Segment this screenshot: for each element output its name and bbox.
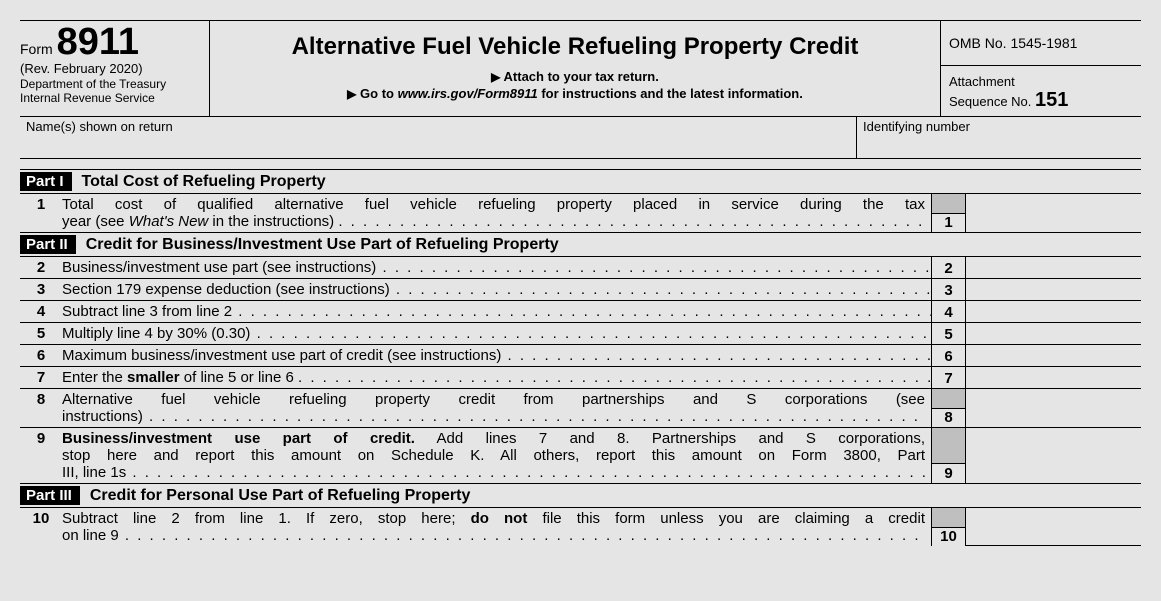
line-10-text-b: do not (471, 510, 528, 527)
line-9-text-a: Business/investment use part of credit. (62, 430, 415, 447)
form-number: 8911 (57, 25, 139, 59)
line-10-numcol: 10 (931, 508, 966, 546)
header-right: OMB No. 1545-1981 Attachment Sequence No… (941, 21, 1141, 116)
line-1: 1 Total cost of qualified alternative fu… (20, 194, 1141, 233)
subtitle-link: www.irs.gov/Form8911 (398, 86, 538, 101)
line-8-box-label: 8 (944, 409, 952, 426)
line-9-text-d: III, line 1s (62, 464, 925, 481)
line-1-box-label: 1 (944, 214, 952, 231)
line-1-text-d: in the instructions) (208, 213, 334, 230)
line-9-number: 9 (20, 428, 62, 483)
line-10-text-a: Subtract line 2 from line 1. If zero, st… (62, 510, 471, 527)
line-8-numcol: 8 (931, 389, 966, 427)
line-7-text-a: Enter the (62, 369, 127, 386)
line-5-numcol: 5 (931, 323, 966, 344)
names-shown-label: Name(s) shown on return (20, 117, 856, 158)
line-2-numcol: 2 (931, 257, 966, 278)
line-7: 7 Enter the smaller of line 5 or line 6 … (20, 367, 1141, 389)
line-6-text: Maximum business/investment use part of … (62, 345, 931, 366)
form-revision: (Rev. February 2020) (20, 61, 203, 76)
subtitle-attach: Attach to your tax return. (504, 69, 659, 84)
sequence-number: 151 (1035, 89, 1068, 111)
line-3: 3 Section 179 expense deduction (see ins… (20, 279, 1141, 301)
line-10-value[interactable] (966, 508, 1141, 546)
line-8-text-b: instructions) (62, 408, 925, 425)
attachment-label-a: Attachment (949, 74, 1015, 89)
line-9-text-c: stop here and report this amount on Sche… (62, 447, 925, 464)
line-5-number: 5 (20, 323, 62, 344)
line-9-value[interactable] (966, 428, 1141, 483)
line-7-text-b: smaller (127, 369, 180, 386)
line-4-text: Subtract line 3 from line 2 (62, 301, 931, 322)
header-center: Alternative Fuel Vehicle Refueling Prope… (210, 21, 941, 116)
line-2-number: 2 (20, 257, 62, 278)
line-4: 4 Subtract line 3 from line 2 4 (20, 301, 1141, 323)
part-2-badge: Part II (20, 235, 76, 254)
line-3-text: Section 179 expense deduction (see instr… (62, 279, 931, 300)
header-left: Form 8911 (Rev. February 2020) Departmen… (20, 21, 210, 116)
subtitle-goto-b: for instructions and the latest informat… (538, 86, 803, 101)
line-7-number: 7 (20, 367, 62, 388)
line-5-text: Multiply line 4 by 30% (0.30) (62, 323, 931, 344)
line-4-value[interactable] (966, 301, 1141, 322)
arrow-icon: ▶ (347, 87, 356, 101)
line-6-numcol: 6 (931, 345, 966, 366)
line-7-value[interactable] (966, 367, 1141, 388)
line-10-box-label: 10 (940, 528, 957, 545)
line-10-text-d: on line 9 (62, 527, 925, 544)
omb-number: OMB No. 1545-1981 (941, 21, 1141, 66)
line-8-value[interactable] (966, 389, 1141, 427)
line-9-box-label: 9 (944, 465, 952, 482)
part-1-header: Part I Total Cost of Refueling Property (20, 169, 1141, 194)
attachment-label-b: Sequence No. (949, 94, 1035, 109)
form-service: Internal Revenue Service (20, 91, 155, 105)
line-1-text-a: Total cost of qualified alternative fuel… (62, 196, 925, 213)
line-7-numcol: 7 (931, 367, 966, 388)
line-6: 6 Maximum business/investment use part o… (20, 345, 1141, 367)
line-6-value[interactable] (966, 345, 1141, 366)
arrow-icon: ▶ (491, 70, 500, 84)
line-1-numcol: 1 (931, 194, 966, 232)
line-8-number: 8 (20, 389, 62, 427)
line-6-number: 6 (20, 345, 62, 366)
form-header: Form 8911 (Rev. February 2020) Departmen… (20, 20, 1141, 117)
part-2-header: Part II Credit for Business/Investment U… (20, 233, 1141, 257)
line-2-value[interactable] (966, 257, 1141, 278)
form-title: Alternative Fuel Vehicle Refueling Prope… (220, 33, 930, 61)
line-2-text: Business/investment use part (see instru… (62, 257, 931, 278)
line-4-numcol: 4 (931, 301, 966, 322)
identifying-number-label: Identifying number (856, 117, 1141, 158)
line-7-text-c: of line 5 or line 6 (180, 369, 294, 386)
line-5: 5 Multiply line 4 by 30% (0.30) 5 (20, 323, 1141, 345)
line-1-number: 1 (20, 194, 62, 232)
part-2-title: Credit for Business/Investment Use Part … (86, 236, 559, 254)
part-3-title: Credit for Personal Use Part of Refuelin… (90, 487, 471, 505)
line-1-text-c: What's New (129, 213, 209, 230)
line-4-number: 4 (20, 301, 62, 322)
line-2: 2 Business/investment use part (see inst… (20, 257, 1141, 279)
form-department: Department of the Treasury (20, 77, 166, 91)
part-3-badge: Part III (20, 486, 80, 505)
subtitle-goto-a: Go to (360, 86, 398, 101)
part-1-title: Total Cost of Refueling Property (82, 173, 326, 191)
line-3-number: 3 (20, 279, 62, 300)
line-8: 8 Alternative fuel vehicle refueling pro… (20, 389, 1141, 428)
line-5-value[interactable] (966, 323, 1141, 344)
line-8-text-a: Alternative fuel vehicle refueling prope… (62, 391, 925, 408)
form-8911: Form 8911 (Rev. February 2020) Departmen… (20, 20, 1141, 546)
form-word: Form (20, 41, 53, 57)
line-10-text-c: file this form unless you are claiming a… (527, 510, 925, 527)
line-9: 9 Business/investment use part of credit… (20, 428, 1141, 484)
line-3-numcol: 3 (931, 279, 966, 300)
line-10: 10 Subtract line 2 from line 1. If zero,… (20, 508, 1141, 546)
line-10-number: 10 (20, 508, 62, 546)
line-9-numcol: 9 (931, 428, 966, 483)
line-1-value[interactable] (966, 194, 1141, 232)
part-1-badge: Part I (20, 172, 72, 191)
line-1-text-b: year (see (62, 213, 129, 230)
name-id-row: Name(s) shown on return Identifying numb… (20, 117, 1141, 159)
part-3-header: Part III Credit for Personal Use Part of… (20, 484, 1141, 508)
line-3-value[interactable] (966, 279, 1141, 300)
line-9-text-b: Add lines 7 and 8. Partnerships and S co… (415, 430, 925, 447)
